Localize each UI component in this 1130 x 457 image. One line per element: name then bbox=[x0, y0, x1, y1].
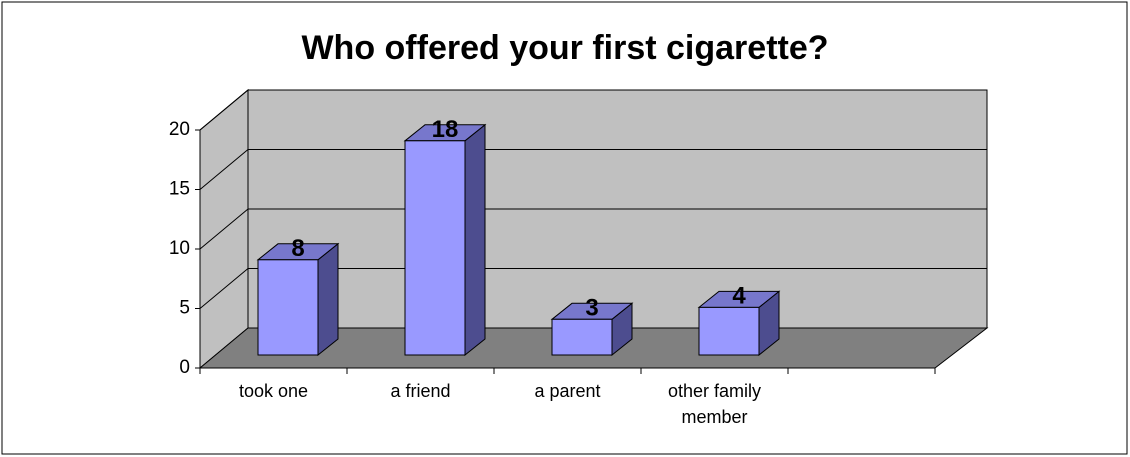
x-tick-label: other family member bbox=[667, 381, 762, 427]
grid-line bbox=[199, 149, 249, 190]
grid-line bbox=[199, 208, 249, 250]
x-tick-label: a friend bbox=[390, 381, 451, 401]
bar bbox=[698, 306, 760, 356]
y-tick-label: 0 bbox=[179, 357, 190, 378]
y-tick-label: 15 bbox=[169, 179, 190, 200]
bar bbox=[551, 318, 613, 356]
grid-line bbox=[199, 268, 249, 309]
y-tick-label: 5 bbox=[179, 298, 190, 319]
bar-side bbox=[464, 123, 486, 357]
grid-line bbox=[199, 89, 249, 131]
x-tick-label: took one bbox=[238, 381, 309, 401]
bar bbox=[404, 140, 466, 356]
data-label: 8 bbox=[291, 235, 304, 262]
data-label: 18 bbox=[432, 116, 459, 143]
chart-title: Who offered your first cigarette? bbox=[301, 29, 828, 67]
x-tick-label: a parent bbox=[534, 381, 601, 401]
bar bbox=[257, 259, 319, 356]
data-label: 3 bbox=[585, 295, 598, 322]
bar-side bbox=[317, 242, 339, 357]
y-tick-label: 20 bbox=[169, 119, 190, 140]
data-label: 4 bbox=[732, 283, 746, 310]
y-tick-label: 10 bbox=[169, 238, 190, 259]
